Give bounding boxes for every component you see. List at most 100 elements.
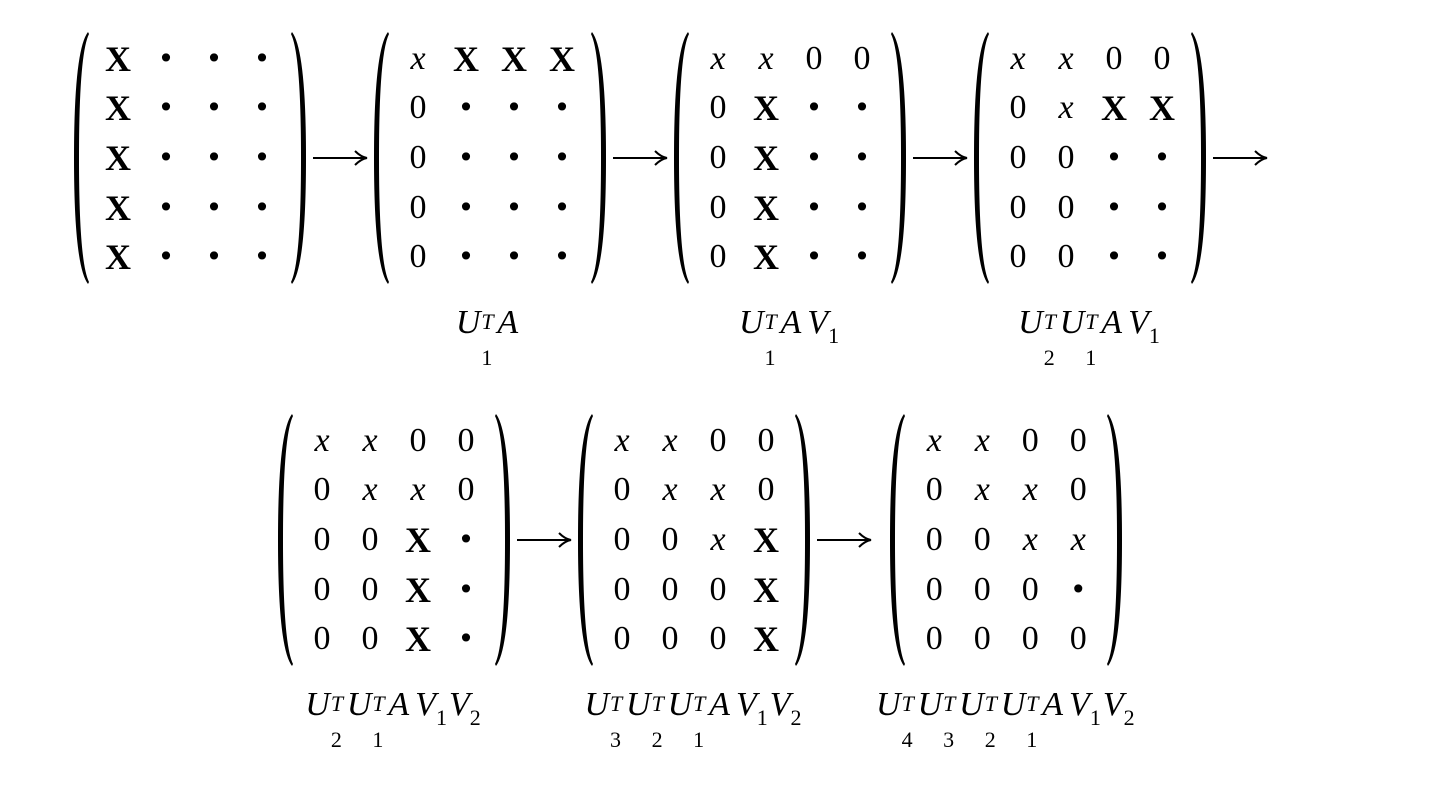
matrix-cell: 0 bbox=[973, 570, 991, 608]
symbol-superscript: T bbox=[610, 691, 623, 716]
right-arrow-icon: → bbox=[613, 150, 668, 166]
matrix-cell: • bbox=[853, 240, 871, 274]
matrix-cell: X bbox=[753, 619, 779, 660]
matrix-cell: 0 bbox=[1057, 188, 1075, 226]
matrix-cell: 0 bbox=[757, 471, 775, 509]
matrix-cell: x bbox=[710, 471, 726, 509]
symbol-superscript: T bbox=[943, 691, 956, 716]
symbol-superscript: T bbox=[1026, 691, 1039, 716]
matrix-step-3: x x 0 0 0 x X X 0 0 • • 0 0 • • 0 0 • • U T 2 U T 1 A V 1 bbox=[972, 30, 1208, 369]
matrix-cell: x bbox=[1058, 89, 1074, 127]
matrix-cell: X bbox=[753, 88, 779, 129]
symbol-base: V bbox=[415, 686, 436, 723]
matrix-cell: 0 bbox=[1021, 421, 1039, 459]
matrix-cell: • bbox=[457, 240, 475, 274]
matrix-cell: 0 bbox=[973, 620, 991, 658]
label-symbol: A bbox=[388, 686, 415, 724]
matrix-cell: • bbox=[1105, 190, 1123, 224]
matrix-cell: x bbox=[410, 471, 426, 509]
symbol-base: U bbox=[876, 686, 901, 723]
arrow-6: → bbox=[812, 412, 876, 668]
right-parenthesis bbox=[1191, 32, 1206, 284]
right-parenthesis bbox=[495, 414, 510, 666]
symbol-subscript: 1 bbox=[1148, 323, 1160, 348]
matrix-cell: x bbox=[1022, 520, 1038, 558]
matrix-cell: x bbox=[314, 421, 330, 459]
matrix-cell: 0 bbox=[925, 570, 943, 608]
symbol-subscript: 3 bbox=[610, 727, 622, 752]
matrix-cell: 0 bbox=[361, 620, 379, 658]
matrix-cell: • bbox=[853, 140, 871, 174]
symbol-base: U bbox=[305, 686, 330, 723]
matrix-cell: • bbox=[505, 240, 523, 274]
matrix-cell: 0 bbox=[973, 520, 991, 558]
matrix-cell: • bbox=[205, 190, 223, 224]
matrix-cell: 0 bbox=[313, 471, 331, 509]
matrix-cell: • bbox=[457, 140, 475, 174]
matrix-cell: x bbox=[1058, 39, 1074, 77]
matrix-cell: 0 bbox=[613, 520, 631, 558]
matrix: X • • • X • • • X • • • X • • • X • • • bbox=[72, 30, 308, 286]
matrix: x x 0 0 0 x x 0 0 0 X • 0 0 X • 0 0 X • bbox=[276, 412, 512, 668]
symbol-base: U bbox=[626, 686, 651, 723]
matrix-cell: x bbox=[362, 421, 378, 459]
matrix-cell: x bbox=[1022, 471, 1038, 509]
symbol-base: V bbox=[807, 304, 829, 341]
matrix-cell: X bbox=[405, 569, 431, 610]
symbol-subscript: 2 bbox=[984, 727, 996, 752]
label-symbol: A bbox=[1042, 686, 1069, 724]
symbol-base: U bbox=[959, 686, 984, 723]
matrix-cell: X bbox=[405, 619, 431, 660]
matrix-cell: • bbox=[253, 240, 271, 274]
matrix-cell: X bbox=[405, 519, 431, 560]
matrix-cell: • bbox=[157, 240, 175, 274]
matrix-cell: X bbox=[753, 519, 779, 560]
matrix-cell: • bbox=[457, 91, 475, 125]
matrix-cell: 0 bbox=[1009, 238, 1027, 276]
left-parenthesis bbox=[674, 32, 689, 284]
symbol-subscript: 1 bbox=[481, 345, 493, 370]
symbol-base: U bbox=[917, 686, 943, 723]
symbol-superscript: T bbox=[372, 691, 385, 716]
matrix-cell: 0 bbox=[925, 520, 943, 558]
left-parenthesis bbox=[974, 32, 989, 284]
matrix-step-0: X • • • X • • • X • • • X • • • X • • • bbox=[72, 30, 308, 364]
symbol-subscript: 3 bbox=[943, 727, 955, 752]
matrix-cell: • bbox=[205, 240, 223, 274]
matrix-cell: 0 bbox=[709, 421, 727, 459]
matrix-cell: X bbox=[501, 38, 527, 79]
symbol-base: U bbox=[1000, 686, 1026, 723]
symbol-base: U bbox=[1059, 304, 1085, 341]
matrix-cell: • bbox=[1105, 240, 1123, 274]
symbol-superscript: T bbox=[901, 691, 914, 716]
matrix-step-4: x x 0 0 0 x x 0 0 0 X • 0 0 X • 0 0 X • U T 2 U T 1 A V 1 V 2 bbox=[276, 412, 512, 751]
symbol-base: V bbox=[735, 686, 757, 723]
symbol-subscript: 1 bbox=[372, 727, 384, 752]
matrix-grid: x x 0 0 0 x x 0 0 0 x x 0 0 0 • 0 0 0 0 bbox=[910, 416, 1102, 664]
matrix-cell: 0 bbox=[1009, 138, 1027, 176]
symbol-subscript: 2 bbox=[1123, 705, 1135, 730]
matrix-step-2: x x 0 0 0 X • • 0 X • • 0 X • • 0 X • • U T 1 A V 1 bbox=[672, 30, 908, 369]
matrix-cell: 0 bbox=[1021, 570, 1039, 608]
symbol-subscript: 1 bbox=[435, 705, 447, 730]
symbol-base: U bbox=[455, 304, 481, 341]
matrix-cell: 0 bbox=[313, 520, 331, 558]
matrix-cell: X bbox=[753, 187, 779, 228]
matrix-cell: 0 bbox=[757, 421, 775, 459]
symbol-subscript: 1 bbox=[1026, 727, 1038, 752]
matrix-cell: 0 bbox=[313, 570, 331, 608]
matrix-cell: 0 bbox=[457, 421, 475, 459]
matrix-cell: 0 bbox=[1057, 238, 1075, 276]
matrix-cell: 0 bbox=[1069, 471, 1087, 509]
matrix-cell: • bbox=[805, 190, 823, 224]
matrix-cell: x bbox=[974, 471, 990, 509]
